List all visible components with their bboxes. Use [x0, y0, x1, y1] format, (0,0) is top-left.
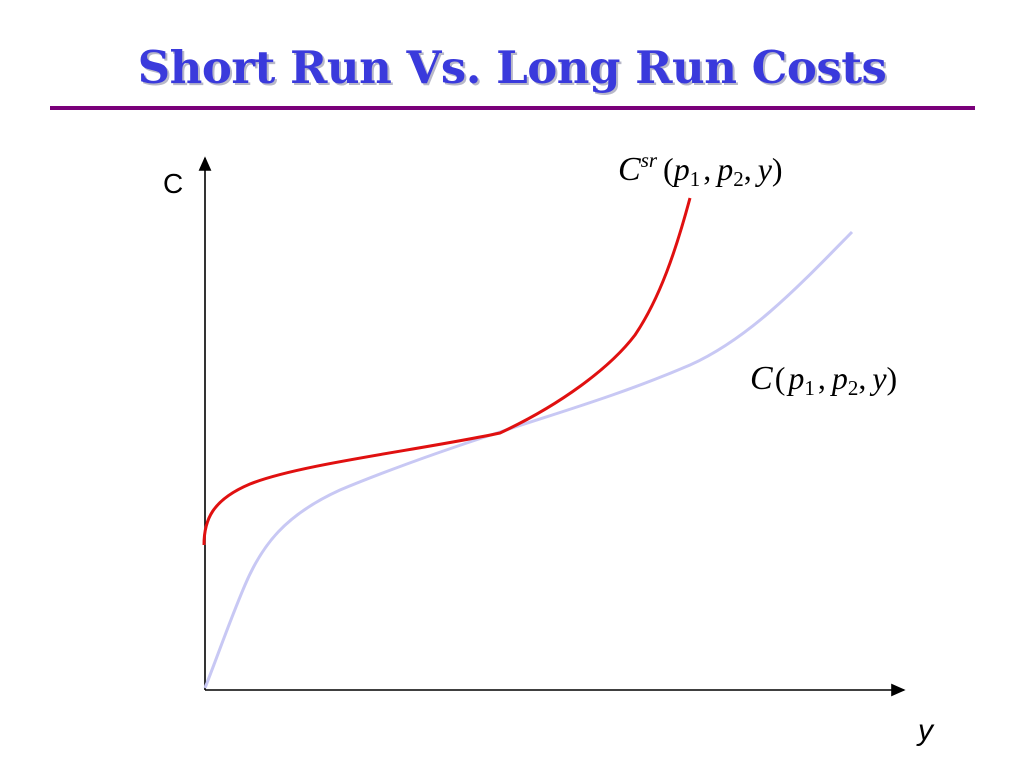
long-run-cost-curve — [203, 230, 854, 689]
short-run-cost-curve — [202, 197, 692, 546]
title-divider — [50, 106, 975, 110]
y-axis-label: C — [163, 168, 183, 199]
slide-title: Short Run Vs. Long Run Costs — [137, 41, 887, 94]
long-run-curve-label: C(p1, p2, y) — [750, 360, 897, 400]
short-run-curve-label: Csr (p1, p2, y) — [618, 148, 783, 191]
x-axis-label: y — [916, 714, 935, 747]
